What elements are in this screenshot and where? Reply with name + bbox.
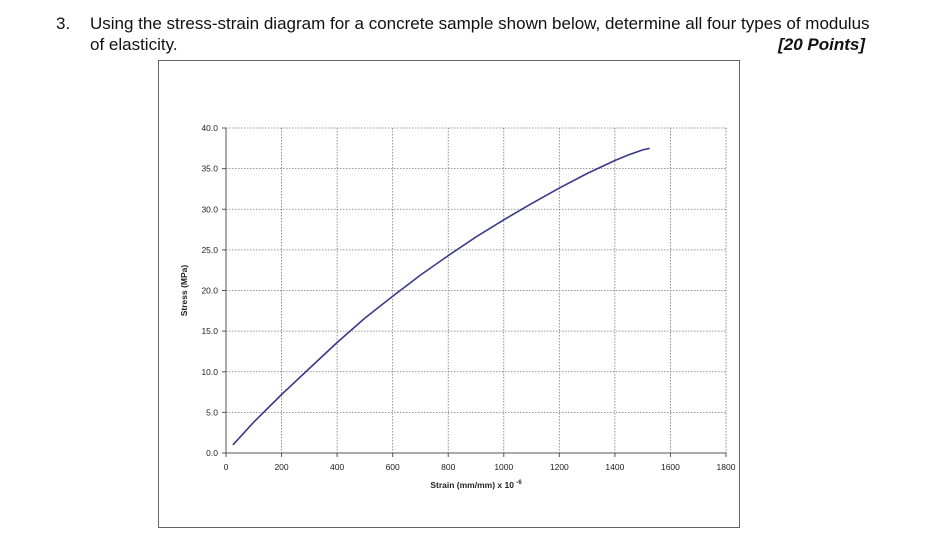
y-tick-label: 25.0 bbox=[201, 245, 218, 255]
data-series bbox=[232, 147, 650, 446]
chart-frame bbox=[158, 60, 740, 528]
y-tick-label: 20.0 bbox=[201, 286, 218, 296]
x-axis-title: Strain (mm/mm) x 10 -6 bbox=[430, 480, 522, 490]
x-tick-label: 1600 bbox=[661, 462, 680, 472]
stress-strain-curve bbox=[232, 147, 650, 446]
y-tick-label: 10.0 bbox=[201, 367, 218, 377]
x-tick-label: 1400 bbox=[605, 462, 624, 472]
axes bbox=[222, 127, 727, 457]
question-number: 3. bbox=[56, 14, 71, 33]
x-tick-label: 0 bbox=[224, 462, 229, 472]
question-text-line-2: of elasticity. bbox=[90, 35, 178, 54]
question-points: [20 Points] bbox=[778, 35, 865, 54]
y-tick-label: 5.0 bbox=[206, 407, 218, 417]
x-axis-title-exponent: -6 bbox=[516, 480, 522, 486]
x-tick-label: 400 bbox=[330, 462, 344, 472]
y-axis-title: Stress (MPa) bbox=[179, 265, 189, 317]
x-tick-label: 600 bbox=[386, 462, 400, 472]
x-tick-label: 1200 bbox=[550, 462, 569, 472]
x-axis-title-text: Strain (mm/mm) x 10 bbox=[430, 480, 514, 490]
x-tick-label: 200 bbox=[274, 462, 288, 472]
question-text-line-1: Using the stress-strain diagram for a co… bbox=[90, 14, 870, 33]
y-tick-label: 35.0 bbox=[201, 164, 218, 174]
y-tick-label: 0.0 bbox=[206, 448, 218, 458]
x-tick-label: 800 bbox=[441, 462, 455, 472]
x-tick-label: 1000 bbox=[494, 462, 513, 472]
y-tick-label: 15.0 bbox=[201, 326, 218, 336]
y-tick-label: 40.0 bbox=[201, 123, 218, 133]
grid-lines bbox=[226, 127, 727, 453]
tick-labels: 0.0 5.0 10.0 15.0 20.0 25.0 30.0 35.0 40.0 0 200 40… bbox=[201, 123, 735, 472]
x-tick-label: 1800 bbox=[717, 462, 736, 472]
y-tick-label: 30.0 bbox=[201, 204, 218, 214]
